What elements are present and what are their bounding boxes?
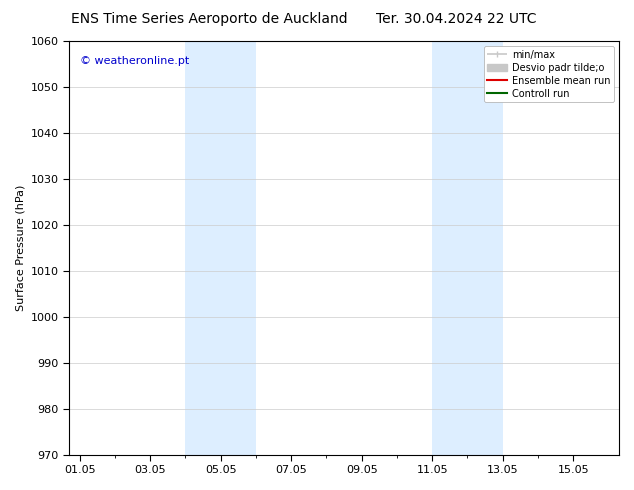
Bar [432, 41, 503, 455]
Y-axis label: Surface Pressure (hPa): Surface Pressure (hPa) [15, 185, 25, 311]
Text: © weatheronline.pt: © weatheronline.pt [80, 55, 190, 66]
Text: ENS Time Series Aeroporto de Auckland: ENS Time Series Aeroporto de Auckland [71, 12, 347, 26]
Bar [185, 41, 256, 455]
Text: Ter. 30.04.2024 22 UTC: Ter. 30.04.2024 22 UTC [376, 12, 537, 26]
Legend: min/max, Desvio padr tilde;o, Ensemble mean run, Controll run: min/max, Desvio padr tilde;o, Ensemble m… [484, 46, 614, 102]
